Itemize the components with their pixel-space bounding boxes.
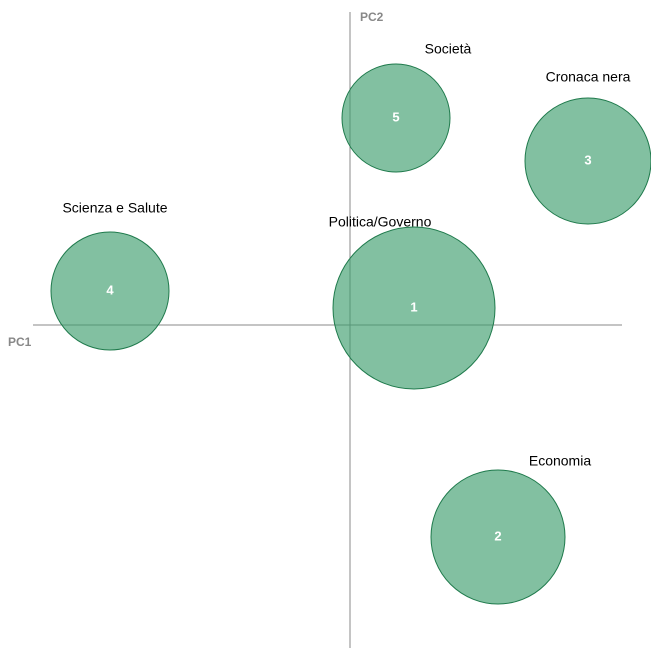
- y-axis-label: PC2: [360, 10, 384, 24]
- topic-number: 2: [494, 528, 501, 543]
- topic-number: 1: [410, 299, 417, 314]
- topic-bubble: [50, 231, 170, 351]
- topic-bubble: [332, 226, 496, 390]
- x-axis-label: PC1: [8, 335, 32, 349]
- topic-bubble: [430, 469, 566, 605]
- topic-name: Cronaca nera: [546, 69, 631, 85]
- topic-name: Politica/Governo: [329, 214, 432, 230]
- topic-number: 5: [392, 109, 399, 124]
- topic-number: 4: [106, 282, 114, 297]
- topic-name: Economia: [529, 453, 591, 469]
- topic-name: Scienza e Salute: [62, 200, 167, 216]
- topic-bubble: [524, 97, 651, 225]
- topic-number: 3: [584, 152, 591, 167]
- topic-name: Società: [425, 41, 472, 57]
- topic-bubble: [341, 63, 451, 173]
